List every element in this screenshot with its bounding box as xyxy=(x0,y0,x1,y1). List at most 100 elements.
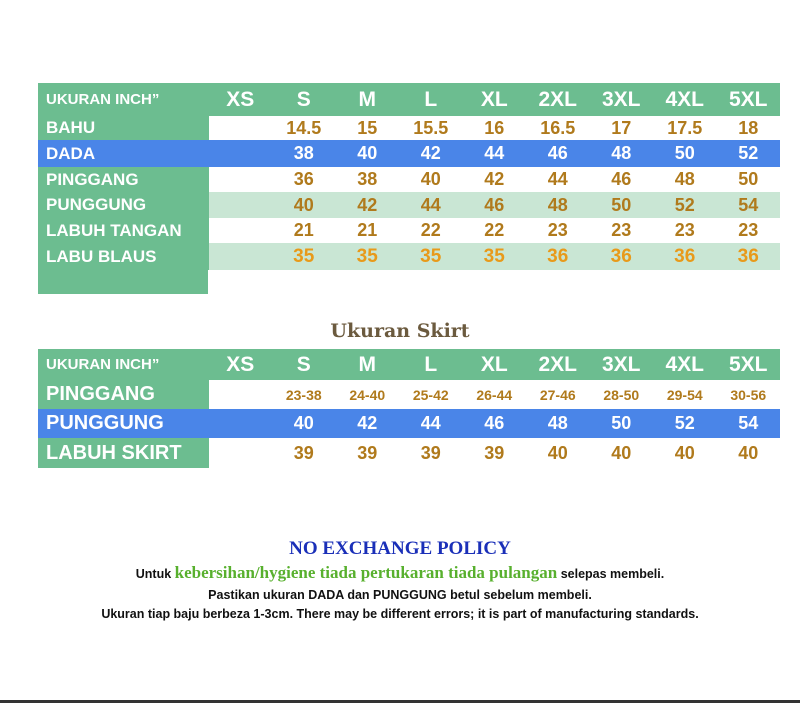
table-row-pinggang: PINGGANG 36 38 40 42 44 46 48 50 xyxy=(38,167,780,192)
cell: 35 xyxy=(420,245,442,267)
header-s: S xyxy=(296,87,311,111)
cell: 52 xyxy=(674,194,695,215)
cell: 40 xyxy=(293,413,314,433)
cell: 23 xyxy=(547,220,568,240)
cell: 36 xyxy=(737,245,759,267)
table2-header-row: UKURAN INCH” XS S M L XL 2XL 3XL 4XL 5XL xyxy=(38,349,780,380)
cell: 39 xyxy=(293,442,314,463)
cell: 25-42 xyxy=(412,386,449,403)
cell: 28-50 xyxy=(603,386,640,403)
header-s: S xyxy=(296,352,311,376)
cell: 40 xyxy=(547,442,568,463)
header-5xl: 5XL xyxy=(728,352,768,376)
cell: 16 xyxy=(484,117,505,138)
cell: 44 xyxy=(547,169,568,189)
cell: 39 xyxy=(420,442,441,463)
cell: 16.5 xyxy=(540,117,576,138)
cell: 42 xyxy=(357,413,378,433)
cell: 14.5 xyxy=(286,117,322,138)
table1-header-row: UKURAN INCH” XS S M L XL 2XL 3XL 4XL 5XL xyxy=(38,83,780,116)
cell: 15 xyxy=(357,117,378,138)
policy-line-1: Untuk kebersihan/hygiene tiada pertukara… xyxy=(0,563,800,583)
table-row-punggung: PUNGGUNG 40 42 44 46 48 50 52 54 xyxy=(38,192,780,218)
cell: 15.5 xyxy=(413,117,449,138)
row-label: BAHU xyxy=(38,116,209,140)
cell: 46 xyxy=(547,143,568,163)
cell: 17 xyxy=(611,117,632,138)
cell: 18 xyxy=(738,117,759,138)
cell: 40 xyxy=(738,442,759,463)
header-xl: XL xyxy=(480,352,508,376)
cell: 36 xyxy=(547,245,569,267)
cell xyxy=(209,140,273,167)
cell: 42 xyxy=(420,143,441,163)
table-row-punggung-skirt: PUNGGUNG 40 42 44 46 48 50 52 54 xyxy=(38,409,780,438)
cell: 23 xyxy=(738,220,759,240)
cell: 50 xyxy=(611,413,632,433)
cell: 54 xyxy=(738,194,759,215)
cell xyxy=(209,167,273,192)
cell: 23-38 xyxy=(285,386,322,403)
cell: 30-56 xyxy=(730,386,767,403)
table-row-pinggang-skirt: PINGGANG 23-38 24-40 25-42 26-44 27-46 2… xyxy=(38,380,780,409)
policy-line-3: Ukuran tiap baju berbeza 1-3cm. There ma… xyxy=(101,607,699,621)
cell: 36 xyxy=(674,245,696,267)
cell: 35 xyxy=(293,245,315,267)
size-table-skirt: UKURAN INCH” XS S M L XL 2XL 3XL 4XL 5XL… xyxy=(38,349,780,468)
header-3xl: 3XL xyxy=(601,87,641,111)
bottom-divider xyxy=(0,700,800,703)
cell: 48 xyxy=(547,413,568,433)
cell: 46 xyxy=(484,413,505,433)
cell: 40 xyxy=(674,442,695,463)
policy-line-1-prefix: Untuk xyxy=(135,567,175,581)
cell: 46 xyxy=(611,169,632,189)
cell: 21 xyxy=(357,220,378,240)
cell: 21 xyxy=(293,220,314,240)
cell xyxy=(209,192,273,218)
policy-line-1-suffix: selepas membeli. xyxy=(557,567,665,581)
cell: 27-46 xyxy=(539,386,576,403)
row-label: PINGGANG xyxy=(38,380,209,409)
cell xyxy=(209,438,273,468)
header-3xl: 3XL xyxy=(601,352,641,376)
table-row-labu-blaus: LABU BLAUS 35 35 35 35 36 36 36 36 xyxy=(38,243,780,270)
cell: 52 xyxy=(738,143,759,163)
policy-title: NO EXCHANGE POLICY xyxy=(289,538,511,559)
cell: 26-44 xyxy=(476,386,513,403)
header-xs: XS xyxy=(226,87,255,111)
table-row-labuh-tangan: LABUH TANGAN 21 21 22 22 23 23 23 23 xyxy=(38,218,780,243)
cell: 35 xyxy=(483,245,505,267)
row-label: PINGGANG xyxy=(38,167,209,192)
skirt-section-title: Ukuran Skirt xyxy=(330,320,470,342)
cell xyxy=(209,218,273,243)
header-4xl: 4XL xyxy=(665,87,704,111)
cell: 44 xyxy=(420,194,441,215)
cell xyxy=(209,380,273,409)
cell: 48 xyxy=(611,143,632,163)
cell: 44 xyxy=(484,143,505,163)
cell xyxy=(209,243,273,270)
header-m: M xyxy=(358,352,377,376)
cell: 48 xyxy=(674,169,695,189)
header-2xl: 2XL xyxy=(538,352,577,376)
cell: 40 xyxy=(357,143,378,163)
cell xyxy=(209,409,273,438)
table-row-dada: DADA 38 40 42 44 46 48 50 52 xyxy=(38,140,780,167)
table-row-bahu: BAHU 14.5 15 15.5 16 16.5 17 17.5 18 xyxy=(38,116,780,140)
cell: 23 xyxy=(674,220,695,240)
header-label: UKURAN INCH” xyxy=(38,83,209,116)
cell: 24-40 xyxy=(349,386,386,403)
cell: 39 xyxy=(357,442,378,463)
header-xl: XL xyxy=(480,87,508,111)
row-label: PUNGGUNG xyxy=(38,409,209,438)
size-table-top: UKURAN INCH” XS S M L XL 2XL 3XL 4XL 5XL… xyxy=(38,83,780,294)
table-row-labuh-skirt: LABUH SKIRT 39 39 39 39 40 40 40 40 xyxy=(38,438,780,468)
cell: 17.5 xyxy=(667,117,703,138)
cell: 40 xyxy=(420,169,441,189)
cell: 38 xyxy=(357,169,378,189)
cell: 44 xyxy=(420,413,441,433)
header-l: L xyxy=(424,352,438,376)
header-5xl: 5XL xyxy=(728,87,768,111)
cell: 23 xyxy=(611,220,632,240)
cell: 40 xyxy=(293,194,314,215)
